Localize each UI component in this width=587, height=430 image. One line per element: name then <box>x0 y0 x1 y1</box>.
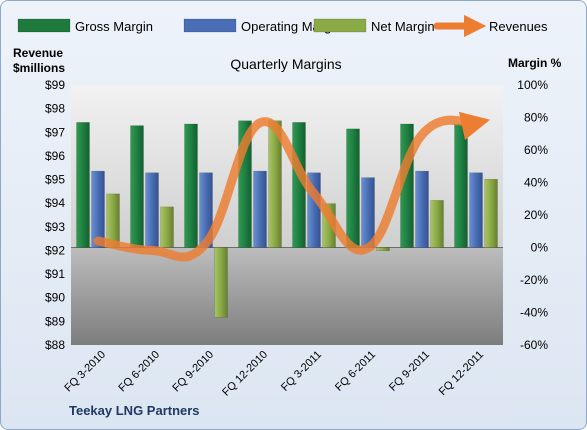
left-axis-title-line1: Revenue <box>13 46 63 60</box>
company-name: Teekay LNG Partners <box>69 403 200 418</box>
legend-label: Net Margin <box>371 19 435 34</box>
bar-operating-margin-7 <box>415 170 429 248</box>
left-tick-label: $89 <box>45 314 65 328</box>
bar-operating-margin-6 <box>361 177 375 248</box>
category-label: FQ 6-2011 <box>333 349 378 394</box>
left-tick-label: $90 <box>45 291 65 305</box>
left-tick-label: $99 <box>45 78 65 92</box>
legend-swatch <box>313 18 367 33</box>
right-axis-ticks: -60% -40% -20% 0% 20% 40% 60% 80% 100% <box>517 78 548 352</box>
bar-gross-margin-1 <box>76 122 90 248</box>
bar-net-margin-2 <box>160 206 174 248</box>
category-label: FQ 3-2010 <box>62 349 108 395</box>
legend-swatch <box>17 18 71 33</box>
right-axis-title: Margin % <box>508 56 562 70</box>
left-tick-label: $96 <box>45 149 65 163</box>
left-tick-label: $97 <box>45 125 65 139</box>
legend-item-revenues: Revenues <box>433 14 548 38</box>
right-tick-label: 80% <box>524 111 548 125</box>
bar-net-margin-7 <box>430 200 444 248</box>
left-axis-title-line2: $millions <box>13 61 65 75</box>
bar-operating-margin-8 <box>469 172 483 248</box>
left-tick-label: $91 <box>45 267 65 281</box>
left-axis-ticks: $88 $89 $90 $91 $92 $93 $94 $95 $96 $97 $98 $99 <box>45 78 65 352</box>
right-tick-label: -20% <box>520 273 548 287</box>
legend: Gross Margin Operating Margin Net Margin Re… <box>17 14 548 38</box>
revenues-line <box>93 111 491 262</box>
plot-floor <box>71 247 503 345</box>
bar-operating-margin-2 <box>145 172 159 248</box>
left-tick-label: $98 <box>45 102 65 116</box>
right-tick-label: 60% <box>524 143 548 157</box>
category-label: FQ 12-2010 <box>220 349 270 399</box>
right-tick-label: -40% <box>520 306 548 320</box>
legend-item-net-margin: Net Margin <box>313 18 435 34</box>
left-tick-label: $94 <box>45 196 65 210</box>
bar-net-margin-6 <box>376 247 390 251</box>
category-label: FQ 9-2011 <box>387 349 432 394</box>
bar-gross-margin-2 <box>130 125 144 248</box>
right-tick-label: -60% <box>520 338 548 352</box>
bar-operating-margin-4 <box>253 170 267 248</box>
bar-gross-margin-8 <box>454 123 468 248</box>
category-axis-ticks: FQ 3-2010 FQ 6-2010 FQ 9-2010 FQ 12-2010 FQ … <box>62 349 486 399</box>
right-tick-label: 40% <box>524 176 548 190</box>
legend-swatch <box>183 18 237 33</box>
plot-area <box>71 85 503 345</box>
left-tick-label: $88 <box>45 338 65 352</box>
left-tick-label: $95 <box>45 173 65 187</box>
right-tick-label: 100% <box>517 78 548 92</box>
legend-label: Gross Margin <box>75 19 153 34</box>
category-label: FQ 3-2011 <box>279 349 324 394</box>
category-label: FQ 12-2011 <box>437 349 486 398</box>
left-tick-label: $92 <box>45 243 65 257</box>
bar-net-margin-3 <box>214 247 228 318</box>
chart-title: Quarterly Margins <box>230 56 341 72</box>
bar-gross-margin-6 <box>346 128 360 248</box>
category-label: FQ 6-2010 <box>116 349 162 395</box>
legend-label: Revenues <box>489 19 548 34</box>
legend-item-gross-margin: Gross Margin <box>17 18 153 34</box>
left-tick-label: $93 <box>45 220 65 234</box>
bar-gross-margin-3 <box>184 123 198 248</box>
category-label: FQ 9-2010 <box>170 349 216 395</box>
right-tick-label: 20% <box>524 208 548 222</box>
right-tick-label: 0% <box>531 241 549 255</box>
bar-operating-margin-1 <box>91 170 105 248</box>
bar-net-margin-8 <box>484 179 498 248</box>
